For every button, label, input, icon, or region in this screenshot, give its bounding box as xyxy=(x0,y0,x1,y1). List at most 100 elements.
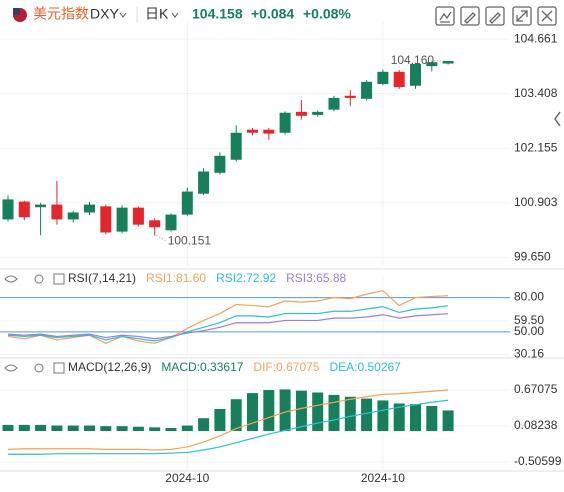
y-tick-label: 99.650 xyxy=(514,249,551,263)
macd-bar xyxy=(165,427,177,432)
y-tick-label: -0.50599 xyxy=(514,454,562,468)
candle-body xyxy=(393,71,405,88)
indicator-title: MACD(12,26,9) xyxy=(68,360,151,374)
candle-body xyxy=(410,63,421,86)
candle-body xyxy=(132,207,144,225)
candle-body xyxy=(67,212,79,220)
macd-bar xyxy=(344,396,356,432)
period[interactable]: 日K xyxy=(145,6,169,22)
tool-button[interactable] xyxy=(512,6,532,26)
macd-bar xyxy=(426,405,438,432)
indicator-line xyxy=(7,389,449,451)
x-tick-label: 2024-10 xyxy=(165,471,209,485)
legend-entry: RSI2:72.92 xyxy=(216,271,276,285)
candle-body xyxy=(328,97,340,110)
eye-icon[interactable] xyxy=(4,364,18,372)
tool-icon xyxy=(516,10,528,22)
candle-body xyxy=(361,81,373,99)
candle-body xyxy=(181,191,193,215)
eye-icon[interactable] xyxy=(4,275,18,283)
y-tick-label: 103.408 xyxy=(514,86,558,100)
symbol[interactable]: DXY xyxy=(90,6,119,22)
indicator-title: RSI(7,14,21) xyxy=(68,271,136,285)
candle-body xyxy=(84,204,95,213)
legend-entry: MACD:0.33617 xyxy=(161,360,243,374)
y-tick-label: 50.00 xyxy=(514,324,544,338)
legend-entry: DIF:0.67075 xyxy=(253,360,319,374)
macd-bar xyxy=(18,424,30,432)
candle-body xyxy=(198,171,210,194)
candle-body xyxy=(2,199,14,220)
macd-bar xyxy=(312,392,324,432)
candle-body xyxy=(344,95,356,98)
side-arrow[interactable] xyxy=(554,111,561,127)
candle-body xyxy=(295,111,307,116)
legend-entry: DEA:0.50267 xyxy=(329,360,401,374)
tool-icon xyxy=(439,11,452,23)
tool-button[interactable] xyxy=(485,6,505,26)
macd-bar xyxy=(442,410,454,432)
tool-button[interactable] xyxy=(537,6,557,26)
macd-bar xyxy=(361,398,373,432)
change-pct: +0.08% xyxy=(303,6,351,22)
tool-icon xyxy=(541,10,553,22)
x-tick-label: 2024-10 xyxy=(361,471,405,485)
macd-bar xyxy=(214,409,226,432)
indicator-line xyxy=(7,313,449,340)
gear-icon[interactable] xyxy=(34,363,44,373)
annotation: 104.160 xyxy=(391,53,435,67)
candle-body xyxy=(442,61,454,64)
gear-icon[interactable] xyxy=(34,274,44,284)
macd-bar xyxy=(230,399,242,432)
macd-bar xyxy=(377,400,389,432)
candle-body xyxy=(214,155,226,173)
candle-body xyxy=(165,214,177,231)
y-tick-label: 30.16 xyxy=(514,347,544,361)
macd-bar xyxy=(410,404,421,432)
candle-body xyxy=(377,71,389,84)
tool-button[interactable] xyxy=(435,6,455,26)
y-tick-label: 0.08238 xyxy=(514,418,558,432)
tool-icon xyxy=(464,12,476,24)
macd-bar xyxy=(132,426,144,432)
indicator-line xyxy=(8,399,449,455)
macd-bar xyxy=(67,425,79,432)
index-name: 美元指数 xyxy=(33,6,89,22)
y-tick-label: 100.903 xyxy=(514,195,558,209)
candle-body xyxy=(35,204,47,208)
candle-body xyxy=(100,206,112,233)
y-tick-label: 0.67075 xyxy=(514,382,558,396)
macd-bar xyxy=(263,390,275,432)
annotation-leader xyxy=(156,235,167,242)
candle-body xyxy=(18,201,30,218)
candle-body xyxy=(279,112,291,133)
macd-bar xyxy=(116,426,128,432)
box-icon[interactable] xyxy=(53,273,65,285)
legend-entry: RSI3:65.88 xyxy=(286,271,346,285)
macd-bar xyxy=(2,424,14,432)
candle-body xyxy=(230,132,242,160)
candle-body xyxy=(116,207,128,232)
candle-body xyxy=(426,62,438,67)
macd-bar xyxy=(100,426,112,432)
macd-bar xyxy=(328,394,340,432)
tool-button[interactable] xyxy=(460,6,480,26)
panel-icons xyxy=(4,273,65,374)
dropdown-arrow[interactable] xyxy=(119,12,127,18)
y-tick-label: 102.155 xyxy=(514,140,558,154)
header: 美元指数 DXY 日K 104.158 +0.084 +0.08% xyxy=(13,6,557,26)
macd-bar xyxy=(149,427,161,432)
macd-bar xyxy=(295,390,307,432)
box-icon[interactable] xyxy=(53,362,65,374)
dropdown-arrow[interactable] xyxy=(171,12,179,18)
macd-bar xyxy=(181,425,193,432)
flag-canton xyxy=(13,8,20,15)
y-tick-label: 59.50 xyxy=(514,313,544,327)
macd-bar xyxy=(84,425,95,432)
candle-body xyxy=(149,220,161,228)
macd-bar xyxy=(35,424,47,432)
price: 104.158 xyxy=(192,6,243,22)
candle-body xyxy=(51,204,63,220)
